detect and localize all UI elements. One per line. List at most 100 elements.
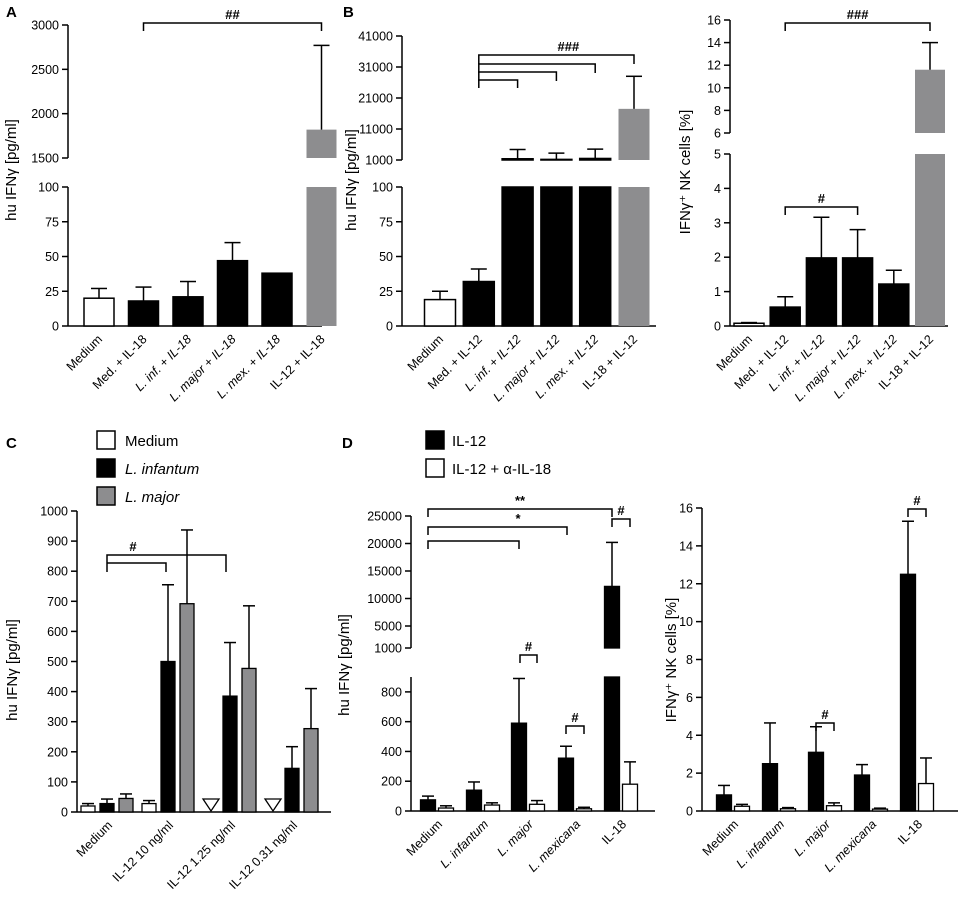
chart-d1: 0 200 400 600 800 1000 5000 10000 15000 20000 2500…: [336, 493, 655, 875]
chart-b1: 0 25 50 75 100 1000 11000 21000 31000 41000 hu IFN…: [343, 30, 656, 404]
chart-d1-category-1: L. infantum: [437, 817, 491, 871]
chart-d1-bar-1-4: [621, 783, 639, 812]
chart-b1-lower-tick-label-2: 50: [379, 250, 393, 264]
chart-b2-bar-5-lower: [915, 154, 945, 326]
chart-d1-bar-0-4-lower: [603, 676, 621, 812]
chart-c-bar-2-2: [241, 667, 257, 813]
chart-c-tick-label-1: 100: [47, 775, 68, 789]
chart-d1-lower-tick-label-0: 0: [395, 805, 402, 819]
chart-c-bar-1-3: [284, 767, 300, 813]
chart-a-y-label: hu IFNγ [pg/ml]: [3, 119, 20, 221]
chart-c-tick-label-8: 800: [47, 565, 68, 579]
chart-c-tick-label-0: 0: [61, 806, 68, 820]
chart-d1-upper-tick-label-2: 10000: [367, 592, 402, 606]
chart-d1-bar-1-2: [528, 803, 546, 812]
chart-a-upper-tick-label-3: 3000: [31, 19, 59, 33]
chart-d2-bar-1-3: [871, 808, 889, 812]
chart-d1-lower-tick-label-1: 200: [381, 775, 402, 789]
chart-b2-upper-tick-label-1: 8: [714, 104, 721, 118]
legend-d-swatch-il12: [425, 430, 445, 450]
chart-d1-upper-tick-label-5: 25000: [367, 510, 402, 524]
chart-d1-lower-tick-label-3: 600: [381, 715, 402, 729]
chart-a-lower-tick-label-4: 100: [38, 181, 59, 195]
chart-d2-bar-1-1: [779, 808, 797, 812]
chart-b1-upper-tick-label-3: 31000: [358, 61, 393, 75]
chart-d1-bracket-1: [427, 526, 568, 535]
chart-d1-bracket-hash-lmexicana-label: #: [571, 710, 579, 725]
panel-letter-d: D: [342, 435, 353, 452]
chart-d2-category-0: Medium: [700, 817, 741, 858]
legend-c-label-l-infantum: L. infantum: [125, 461, 199, 478]
legend-d-label-il12-anti-il18: IL-12 + α-IL-18: [452, 461, 551, 478]
chart-d1-category-0: Medium: [404, 817, 445, 858]
chart-c-bracket-0-inner: [107, 562, 167, 572]
chart-d1-bracket-2: [427, 540, 520, 549]
chart-d2-y-label: IFNγ⁺ NK cells [%]: [663, 598, 680, 723]
chart-b2-category-4: L. mex. + IL-12: [831, 332, 900, 401]
chart-b2-upper-tick-label-3: 12: [707, 59, 721, 73]
legend-c-swatch-l-infantum: [96, 458, 116, 478]
chart-d1-lower-tick-label-2: 400: [381, 745, 402, 759]
chart-b1-bar-3-upper: [540, 158, 573, 161]
chart-d2-tick-label-2: 4: [686, 729, 693, 743]
chart-b2-bracket-1: [784, 206, 859, 215]
chart-b1-bar-5-upper: [618, 108, 650, 160]
chart-b2-lower-tick-label-3: 3: [714, 216, 721, 230]
chart-a-bar-4: [261, 272, 293, 327]
chart-c-bar-0-1: [141, 802, 157, 813]
chart-d1-category-2: L. major: [494, 817, 536, 859]
chart-b2-upper-tick-label-5: 16: [707, 14, 721, 28]
chart-d1-bar-1-1: [483, 804, 501, 812]
chart-d2-bar-0-4: [899, 573, 917, 812]
chart-b1-bracket-1: [478, 79, 519, 88]
chart-a-bracket-0-label: ##: [225, 7, 240, 22]
legend-d: IL-12 IL-12 + α-IL-18: [425, 430, 551, 478]
chart-c-bar-1-1: [160, 660, 176, 813]
chart-c-category-1: IL-12 10 ng/ml: [110, 818, 176, 884]
chart-c-nd-0-2: [201, 798, 221, 813]
chart-b2-lower-tick-label-5: 5: [714, 148, 721, 162]
chart-c-tick-label-9: 900: [47, 535, 68, 549]
chart-d1-upper-tick-label-4: 20000: [367, 537, 402, 551]
chart-b2-bar-2: [805, 257, 838, 327]
chart-d2-tick-label-3: 6: [686, 691, 693, 705]
chart-b2-upper-tick-label-2: 10: [707, 81, 721, 95]
chart-c-bar-1-2: [222, 695, 238, 813]
chart-b2-lower-tick-label-0: 0: [714, 320, 721, 334]
chart-d2-bar-0-1: [761, 763, 779, 812]
chart-b1-lower-tick-label-4: 100: [372, 181, 393, 195]
chart-d2-bar-0-0: [715, 794, 733, 812]
chart-a-bar-3: [216, 259, 249, 327]
chart-a-lower-tick-label-0: 0: [52, 320, 59, 334]
chart-a-lower-tick-label-3: 75: [45, 215, 59, 229]
chart-a-upper-tick-label-1: 2000: [31, 107, 59, 121]
chart-d2-tick-label-4: 8: [686, 653, 693, 667]
chart-b2-bar-0: [733, 322, 765, 327]
chart-d1-bracket-1-label: *: [515, 511, 521, 526]
chart-a-category-0: Medium: [64, 332, 105, 373]
chart-d2-bracket-il18-label: #: [913, 493, 921, 508]
chart-b2-bar-4: [878, 283, 910, 327]
chart-d1-bracket-0-label: **: [515, 493, 526, 508]
chart-a-bracket-0: [142, 22, 323, 31]
chart-d2-category-2: L. major: [791, 817, 833, 859]
chart-d1-bar-0-3: [557, 757, 575, 812]
chart-c-bar-0-0: [80, 805, 96, 813]
chart-b1-upper-tick-label-2: 21000: [358, 92, 393, 106]
chart-c-category-3: IL-12 0.31 ng/ml: [226, 818, 300, 892]
chart-d1-bracket-hash-lmexicana: [565, 725, 585, 734]
chart-b2-upper-tick-label-0: 6: [714, 127, 721, 141]
legend-c-label-l-major: L. major: [125, 489, 180, 506]
chart-b1-bar-5-lower: [618, 187, 650, 326]
chart-c-category-0: Medium: [74, 818, 115, 859]
chart-b2-bracket-0: [784, 22, 931, 31]
legend-d-label-il12: IL-12: [452, 433, 486, 450]
chart-b2-upper-tick-label-4: 14: [707, 36, 721, 50]
chart-d2-bracket-lmajor-label: #: [821, 707, 829, 722]
chart-c-tick-label-5: 500: [47, 655, 68, 669]
chart-a-bar-5-upper: [306, 129, 337, 158]
chart-b1-bar-4-lower: [578, 186, 612, 327]
chart-c-tick-label-6: 600: [47, 625, 68, 639]
